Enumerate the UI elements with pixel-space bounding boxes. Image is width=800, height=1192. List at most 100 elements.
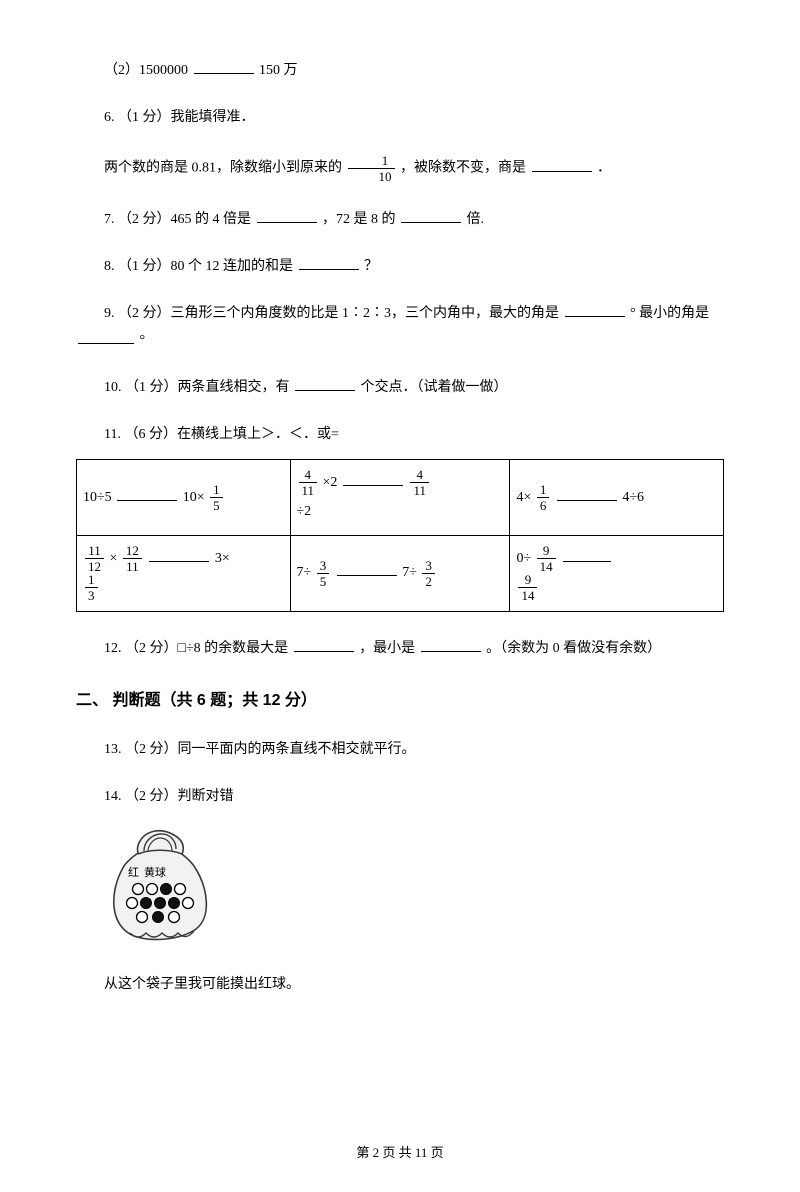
frac-den: 5: [317, 573, 330, 588]
cell-r1c3: 4× 1 6 4÷6: [510, 460, 724, 536]
q11-label-text: 11. （6 分）在横线上填上＞．＜．或=: [104, 427, 339, 442]
r2c3-a: 0÷: [516, 551, 534, 566]
cell-r2c1: 11 12 × 12 11 3× 1 3: [77, 535, 291, 611]
frac-den: 14: [537, 558, 556, 573]
section-2-text: 二、 判断题（共 6 题；共 12 分）: [76, 692, 317, 709]
frac-num: 1: [85, 573, 98, 587]
bag-label-right: 黄球: [144, 865, 166, 879]
footer-text: 第 2 页 共 11 页: [356, 1145, 443, 1160]
section-2-heading: 二、 判断题（共 6 题；共 12 分）: [76, 689, 724, 713]
q14-text: 14. （2 分）判断对错: [104, 789, 234, 804]
q7-a: 7. （2 分）465 的 4 倍是: [104, 212, 251, 227]
frac-den: 3: [85, 587, 98, 602]
cell-r2c3: 0÷ 9 14 9 14: [510, 535, 724, 611]
fraction-icon: 11 12: [85, 544, 104, 573]
frac-num: 1: [210, 483, 223, 497]
frac-num: 3: [317, 559, 330, 573]
blank: [117, 487, 177, 501]
blank: [299, 256, 359, 270]
cell-r2c2: 7÷ 3 5 7÷ 3 2: [290, 535, 510, 611]
blank: [343, 472, 403, 486]
fraction-icon: 9 14: [518, 573, 537, 602]
frac-num: 9: [518, 573, 537, 587]
bag-icon: 红 黄球: [104, 821, 214, 941]
frac-num: 1: [537, 483, 550, 497]
frac-den: 5: [210, 497, 223, 512]
fraction-icon: 1 5: [210, 483, 223, 512]
q14-conclusion: 从这个袋子里我可能摸出红球。: [76, 974, 724, 995]
q6-label: 6. （1 分）我能填得准．: [76, 107, 724, 128]
blank: [337, 562, 397, 576]
frac-den: 11: [299, 482, 318, 497]
q10: 10. （1 分）两条直线相交，有 个交点．（试着做一做）: [76, 377, 724, 398]
q6-b: ，被除数不变，商是: [400, 161, 526, 176]
fraction-icon: 4 11: [410, 468, 429, 497]
r2c2-b: 7÷: [402, 565, 420, 580]
frac-den: 11: [123, 558, 142, 573]
page-footer: 第 2 页 共 11 页: [0, 1143, 800, 1163]
cell-r1c2: 4 11 ×2 4 11 ÷2: [290, 460, 510, 536]
fraction-icon: 1 6: [537, 483, 550, 512]
q13-text: 13. （2 分）同一平面内的两条直线不相交就平行。: [104, 742, 416, 757]
bag-label-left: 红: [128, 866, 139, 879]
r1c2-tail: ÷2: [297, 504, 312, 519]
fraction-icon: 1 3: [85, 573, 98, 602]
frac-den: 14: [518, 587, 537, 602]
frac-num: 1: [348, 154, 395, 168]
ball-bag-figure: 红 黄球: [104, 821, 724, 948]
blank: [294, 638, 354, 652]
blank: [532, 158, 592, 172]
blank: [421, 638, 481, 652]
table-row: 10÷5 10× 1 5 4 11 ×2 4 11: [77, 460, 724, 536]
q10-b: 个交点．（试着做一做）: [361, 380, 508, 395]
q12-b: ，最小是: [359, 641, 415, 656]
q14-tail: 从这个袋子里我可能摸出红球。: [104, 977, 300, 992]
q6-body: 两个数的商是 0.81，除数缩小到原来的 1 10 ，被除数不变，商是 ．: [76, 154, 724, 183]
fraction-icon: 9 14: [537, 544, 556, 573]
fraction-1-10: 1 10: [348, 154, 395, 183]
q8: 8. （1 分）80 个 12 连加的和是 ？: [76, 256, 724, 277]
cell-r1c1: 10÷5 10× 1 5: [77, 460, 291, 536]
q10-a: 10. （1 分）两条直线相交，有: [104, 380, 290, 395]
frac-den: 11: [410, 482, 429, 497]
q5-2-suffix: 150 万: [259, 63, 298, 78]
frac-den: 12: [85, 558, 104, 573]
frac-num: 3: [422, 559, 435, 573]
fraction-icon: 4 11: [299, 468, 318, 497]
fraction-icon: 3 2: [422, 559, 435, 588]
blank: [149, 548, 209, 562]
q9-deg: ° 最小的角是: [630, 306, 709, 321]
r1c3-b: 4÷6: [622, 490, 644, 505]
fraction-icon: 12 11: [123, 544, 142, 573]
frac-num: 4: [299, 468, 318, 482]
blank: [401, 209, 461, 223]
r2c1-op: ×: [110, 551, 121, 566]
q8-b: ？: [364, 259, 378, 274]
blank: [78, 330, 134, 344]
frac-den: 2: [422, 573, 435, 588]
frac-num: 11: [85, 544, 104, 558]
r1c2-mid: ×2: [323, 475, 338, 490]
q9-deg2: °: [140, 333, 146, 348]
q13: 13. （2 分）同一平面内的两条直线不相交就平行。: [76, 739, 724, 760]
frac-den: 10: [348, 168, 395, 183]
frac-num: 12: [123, 544, 142, 558]
q12-a: 12. （2 分）□÷8 的余数最大是: [104, 641, 288, 656]
r1c1-a: 10÷5: [83, 490, 112, 505]
q6-a: 两个数的商是 0.81，除数缩小到原来的: [104, 161, 346, 176]
blank: [257, 209, 317, 223]
q5-part2: （2）1500000 150 万: [76, 60, 724, 81]
q7-b: ，72 是 8 的: [322, 212, 396, 227]
q12-c: 。（余数为 0 看做没有余数）: [486, 641, 661, 656]
q7: 7. （2 分）465 的 4 倍是 ，72 是 8 的 倍.: [76, 209, 724, 230]
q9-a: 9. （2 分）三角形三个内角度数的比是 1∶2∶3，三个内角中，最大的角是: [104, 306, 559, 321]
r1c3-a: 4×: [516, 490, 534, 505]
frac-num: 9: [537, 544, 556, 558]
comparison-table: 10÷5 10× 1 5 4 11 ×2 4 11: [76, 459, 724, 612]
blank: [194, 60, 254, 74]
q7-c: 倍.: [467, 212, 485, 227]
q5-2-prefix: （2）1500000: [104, 63, 188, 78]
blank: [295, 377, 355, 391]
table-row: 11 12 × 12 11 3× 1 3 7÷ 3: [77, 535, 724, 611]
frac-den: 6: [537, 497, 550, 512]
